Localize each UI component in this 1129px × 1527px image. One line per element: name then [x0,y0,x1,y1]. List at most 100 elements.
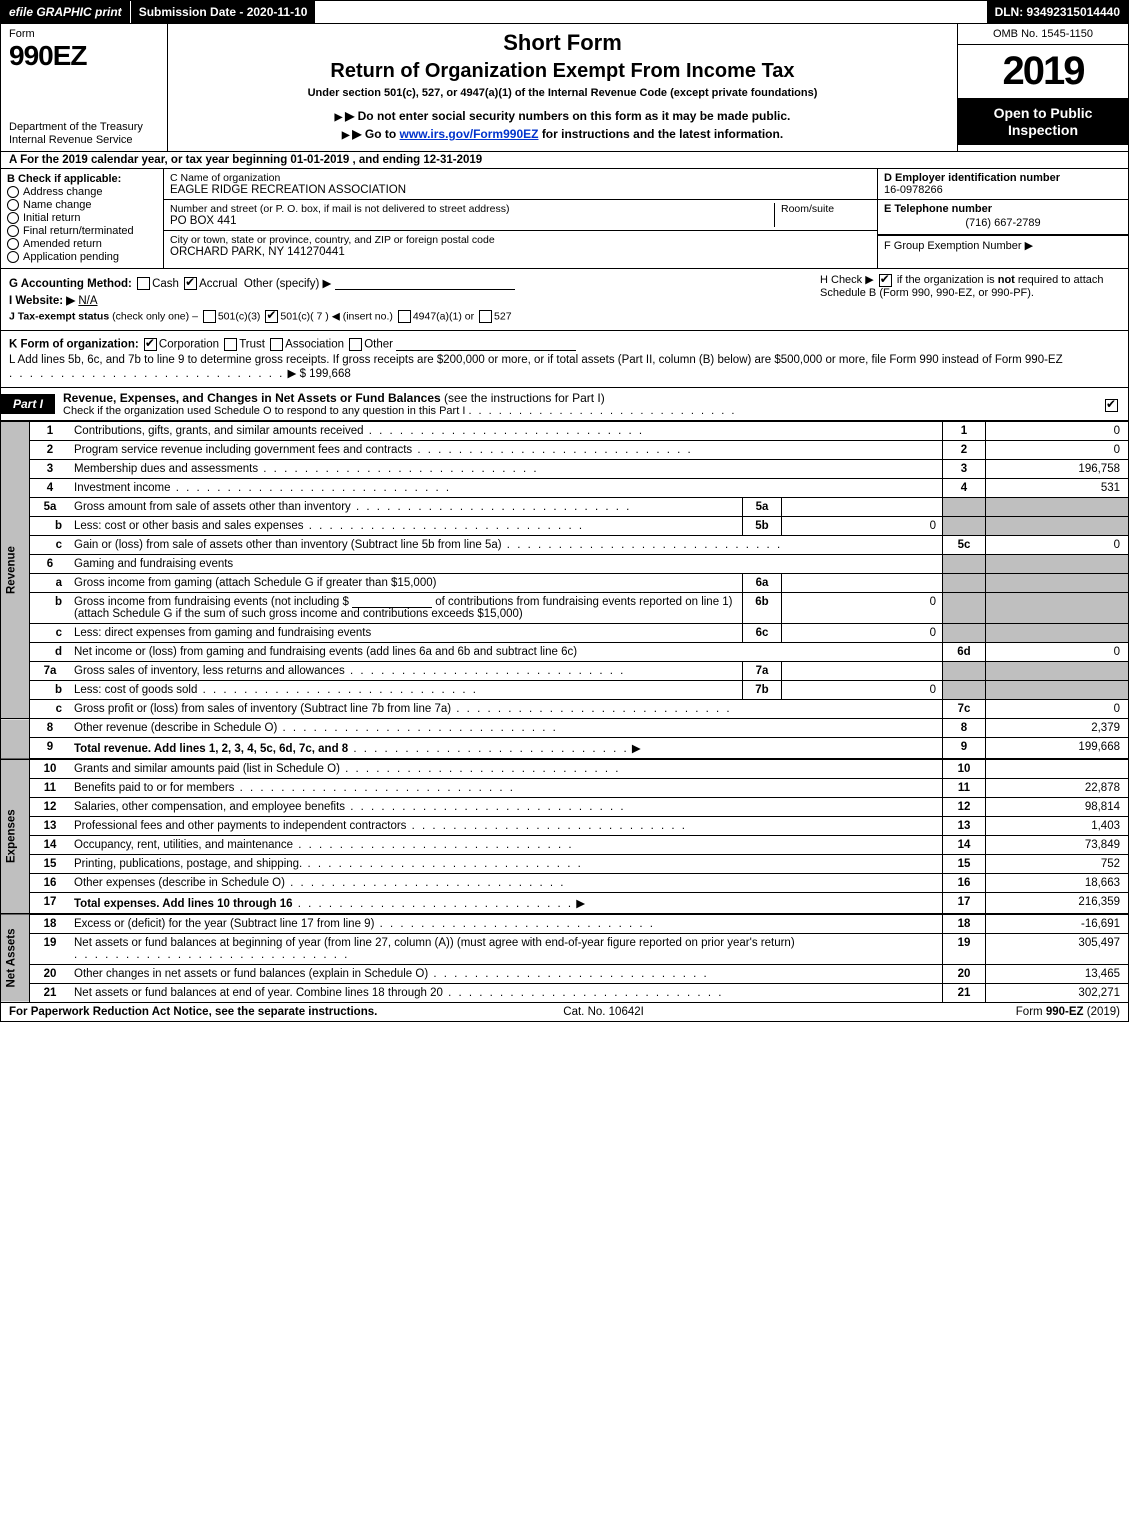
chk-corp[interactable] [144,338,157,351]
lbl-application-pending: Application pending [23,251,119,263]
chk-other-org[interactable] [349,338,362,351]
d-12: Salaries, other compensation, and employ… [74,801,345,813]
lbl-cash: Cash [152,278,179,290]
form-label: Form [9,28,159,40]
addr-value: PO BOX 441 [170,215,774,227]
ln-17: 17 [30,893,71,915]
goto-pre: Go to [365,127,400,141]
tax-period-row: A For the 2019 calendar year, or tax yea… [0,152,1129,169]
v-1: 0 [986,422,1129,441]
d-6b1: Gross income from fundraising events (no… [74,596,349,608]
other-org-field[interactable] [396,350,576,351]
chk-application-pending[interactable] [7,251,19,263]
lbl-other-method: Other (specify) ▶ [244,278,331,290]
chk-address-change[interactable] [7,186,19,198]
v-5c: 0 [986,536,1129,555]
mv-7b: 0 [782,681,943,700]
other-method-field[interactable] [335,289,515,290]
section-def: D Employer identification number 16-0978… [877,169,1128,268]
chk-accrual[interactable] [184,277,197,290]
chk-trust[interactable] [224,338,237,351]
v-9: 199,668 [986,738,1129,760]
k-label: K Form of organization: [9,339,139,351]
chk-initial-return[interactable] [7,212,19,224]
d-9: Total revenue. Add lines 1, 2, 3, 4, 5c,… [74,743,348,755]
ln-15: 15 [30,855,71,874]
public-inspection-box: Open to Public Inspection [958,98,1128,145]
part1-title: Revenue, Expenses, and Changes in Net As… [55,388,1095,420]
mn-5a: 5a [743,498,782,517]
ln-7a: 7a [30,662,71,681]
chk-name-change[interactable] [7,199,19,211]
j-sub: (check only one) – [112,311,198,323]
lbl-name-change: Name change [23,199,92,211]
nc-2: 2 [943,441,986,460]
ln-11: 11 [30,779,71,798]
addr-label: Number and street (or P. O. box, if mail… [170,203,774,215]
ssn-warning-text: Do not enter social security numbers on … [358,109,791,123]
part1-header: Part I Revenue, Expenses, and Changes in… [0,388,1129,421]
ein-value: 16-0978266 [884,184,1122,196]
chk-schedule-b[interactable] [879,274,892,287]
form-ref: Form 990-EZ (2019) [1016,1006,1120,1018]
ln-6b: b [30,593,71,624]
chk-501c[interactable] [265,310,278,323]
d-5c: Gain or (loss) from sale of assets other… [74,539,502,551]
nc-6d: 6d [943,643,986,662]
efile-print-button[interactable]: efile GRAPHIC print [1,1,130,23]
top-bar: efile GRAPHIC print Submission Date - 20… [0,0,1129,24]
omb-number: OMB No. 1545-1150 [958,24,1128,45]
part1-o-note: Check if the organization used Schedule … [63,405,465,417]
mn-7b: 7b [743,681,782,700]
page-footer: For Paperwork Reduction Act Notice, see … [0,1003,1129,1022]
d-8: Other revenue (describe in Schedule O) [74,722,277,734]
v-4: 531 [986,479,1129,498]
lbl-other-org: Other [364,339,393,351]
side-revenue: Revenue [1,422,30,719]
v-18: -16,691 [986,914,1129,934]
lbl-final-return: Final return/terminated [23,225,134,237]
dln-label: DLN: 93492315014440 [987,1,1128,23]
ln-6a: a [30,574,71,593]
form-header: Form 990EZ Department of the Treasury In… [0,24,1129,152]
chk-4947[interactable] [398,310,411,323]
chk-527[interactable] [479,310,492,323]
paperwork-notice: For Paperwork Reduction Act Notice, see … [9,1006,377,1018]
d-5a: Gross amount from sale of assets other t… [74,501,351,513]
d-6a: Gross income from gaming (attach Schedul… [74,577,436,589]
d-20: Other changes in net assets or fund bala… [74,968,428,980]
nc-16: 16 [943,874,986,893]
revenue-table: Revenue 1 Contributions, gifts, grants, … [0,421,1129,1003]
chk-assoc[interactable] [270,338,283,351]
d-16: Other expenses (describe in Schedule O) [74,877,285,889]
ln-8: 8 [30,719,71,738]
irs-link[interactable]: www.irs.gov/Form990EZ [400,127,539,141]
ln-19: 19 [30,934,71,965]
header-left: Form 990EZ Department of the Treasury In… [1,24,168,151]
department-label: Department of the Treasury Internal Reve… [9,121,159,147]
goto-link-line: ▶ Go to www.irs.gov/Form990EZ for instru… [178,127,947,141]
line-h: H Check ▶ if the organization is not req… [812,273,1120,326]
nc-10: 10 [943,759,986,779]
nc-12: 12 [943,798,986,817]
chk-schedule-o[interactable] [1105,399,1118,412]
chk-501c3[interactable] [203,310,216,323]
nc-5c: 5c [943,536,986,555]
d-19: Net assets or fund balances at beginning… [74,937,795,949]
chk-final-return[interactable] [7,225,19,237]
city-label: City or town, state or province, country… [170,234,871,246]
l-value: ▶ $ 199,668 [288,368,351,380]
i-label: I Website: ▶ [9,295,75,307]
line-j: J Tax-exempt status (check only one) – 5… [9,310,812,323]
under-section-note: Under section 501(c), 527, or 4947(a)(1)… [178,87,947,99]
chk-amended-return[interactable] [7,238,19,250]
submission-date-button[interactable]: Submission Date - 2020-11-10 [130,1,316,23]
chk-cash[interactable] [137,277,150,290]
ln-9: 9 [30,738,71,760]
nc-17: 17 [943,893,986,915]
header-right: OMB No. 1545-1150 2019 Open to Public In… [957,24,1128,151]
part1-label: Part I [1,394,55,414]
side-netassets: Net Assets [1,914,30,1003]
v-12: 98,814 [986,798,1129,817]
tel-value: (716) 667-2789 [884,215,1122,231]
